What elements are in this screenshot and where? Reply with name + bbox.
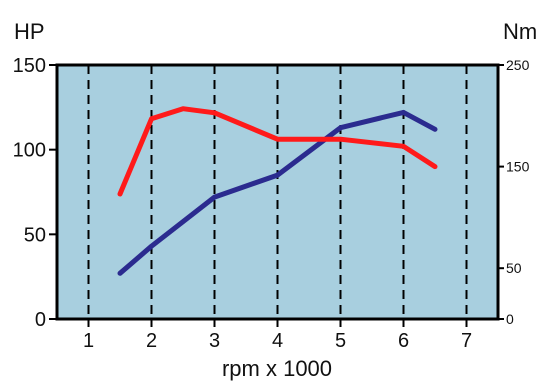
y-left-axis-title: HP (14, 19, 45, 44)
series-group (117, 106, 438, 276)
x-tick-label-2: 2 (146, 330, 157, 352)
grid-lines (87, 65, 468, 319)
tick-group: 1 2 3 4 5 6 7 0 50 100 150 0 50 150 250 (13, 55, 530, 352)
y-right-tick-label-0: 0 (506, 311, 514, 327)
x-tick-label-4: 4 (272, 330, 283, 352)
x-axis-title: rpm x 1000 (222, 356, 332, 381)
y-right-axis-title: Nm (503, 19, 537, 44)
y-left-tick-label-100: 100 (13, 140, 46, 162)
y-right-tick-label-250: 250 (506, 57, 530, 73)
x-tick-label-1: 1 (83, 330, 94, 352)
x-tick-label-7: 7 (461, 330, 472, 352)
y-left-tick-label-0: 0 (35, 309, 46, 331)
y-right-tick-label-50: 50 (506, 260, 522, 276)
y-right-tick-label-150: 150 (506, 159, 530, 175)
x-tick-label-6: 6 (398, 330, 409, 352)
y-left-tick-label-150: 150 (13, 55, 46, 77)
series-line-torque (117, 106, 438, 197)
series-line-hp (117, 109, 438, 276)
y-left-tick-label-50: 50 (24, 224, 46, 246)
x-tick-label-3: 3 (209, 330, 220, 352)
x-tick-label-5: 5 (335, 330, 346, 352)
